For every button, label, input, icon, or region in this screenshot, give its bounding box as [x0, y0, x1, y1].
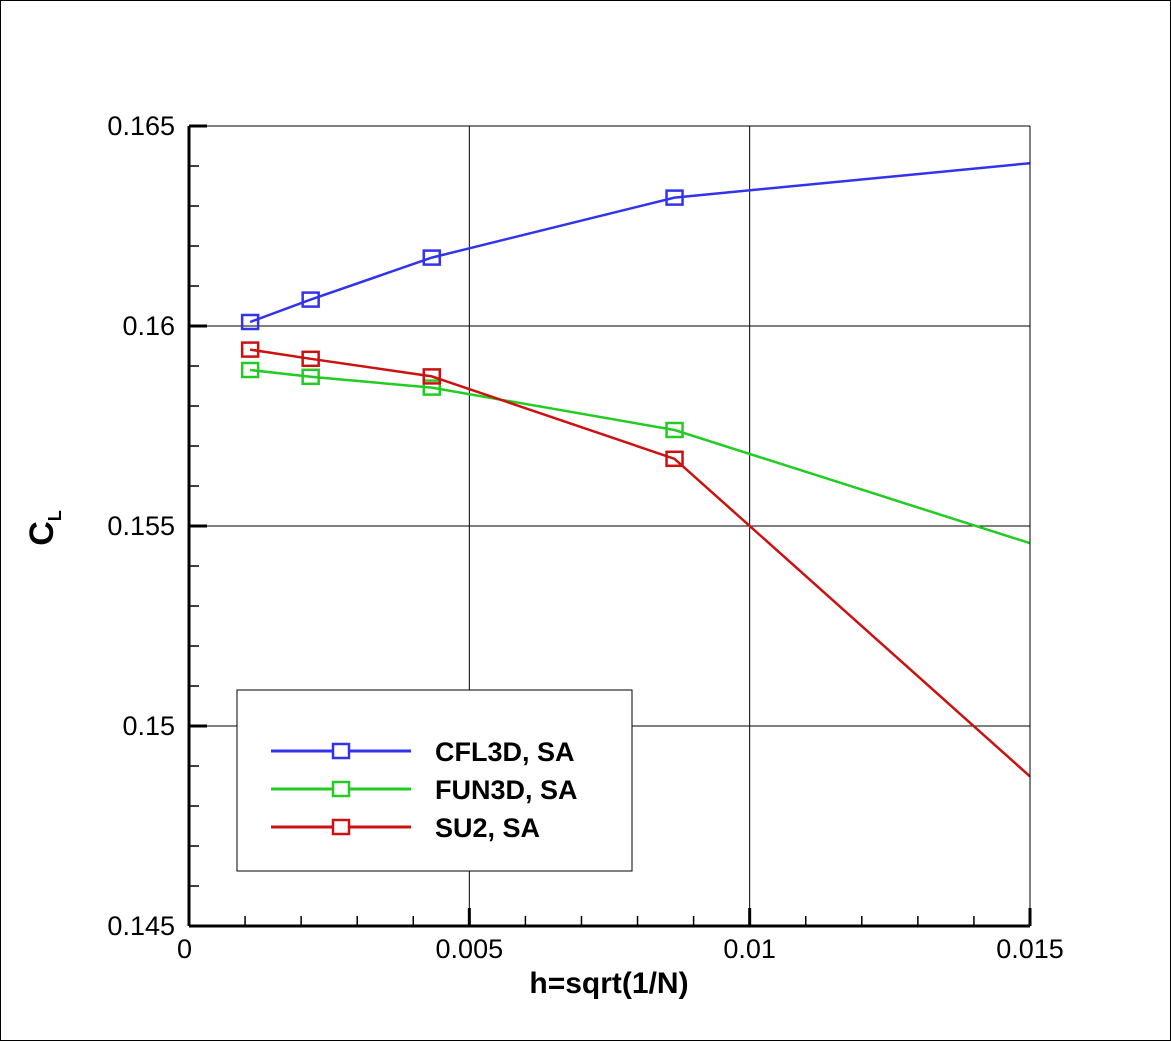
data-point-marker — [665, 189, 684, 206]
axes — [187, 124, 1032, 928]
y-axis-title-subscript: L — [45, 510, 65, 521]
legend-swatch-marker — [331, 742, 351, 760]
legend-label: FUN3D, SA — [435, 775, 578, 805]
x-tick-label: 0 — [177, 934, 192, 964]
y-tick-label: 0.16 — [122, 311, 175, 341]
series-line-3 — [249, 348, 1031, 778]
svg-text:CL: CL — [23, 510, 65, 546]
data-point-marker — [240, 361, 260, 379]
data-point-marker — [422, 249, 442, 266]
data-point-marker — [240, 313, 260, 331]
y-axis-title-main: C — [23, 521, 61, 546]
data-point-marker — [301, 368, 320, 386]
y-axis-title: CL — [23, 510, 65, 546]
y-tick-label: 0.15 — [122, 711, 175, 741]
data-point-marker — [422, 368, 442, 385]
legend-box — [236, 689, 633, 872]
y-tick-label: 0.145 — [107, 911, 175, 941]
legend-swatch-marker — [331, 818, 351, 836]
series-layer — [240, 161, 1031, 778]
data-point-marker — [301, 350, 320, 368]
legend-label: CFL3D, SA — [435, 737, 575, 767]
data-point-marker — [665, 421, 684, 439]
x-tick-label: 0.015 — [996, 934, 1064, 964]
y-tick-label: 0.155 — [107, 511, 175, 541]
legend: CFL3D, SA FUN3D, SA SU2, SA — [236, 689, 633, 872]
x-axis-title: h=sqrt(1/N) — [529, 967, 688, 1000]
data-point-marker — [422, 379, 442, 396]
x-tick-label: 0.005 — [436, 934, 504, 964]
legend-item: CFL3D, SA — [271, 737, 575, 767]
legend-item: FUN3D, SA — [271, 775, 578, 805]
legend-item: SU2, SA — [271, 813, 540, 843]
data-point-marker — [301, 291, 320, 308]
series-line-2 — [249, 368, 1031, 545]
tick-labels: 0.145 0.15 0.155 0.16 0.165 0 0.005 0.01 0.015 — [107, 111, 1063, 964]
data-point-marker — [240, 341, 260, 358]
legend-swatch-marker — [331, 780, 351, 798]
data-point-marker — [665, 450, 684, 468]
legend-label: SU2, SA — [435, 813, 540, 843]
y-tick-label: 0.165 — [107, 111, 175, 141]
x-tick-label: 0.01 — [723, 934, 776, 964]
series-line-1 — [249, 161, 1031, 324]
